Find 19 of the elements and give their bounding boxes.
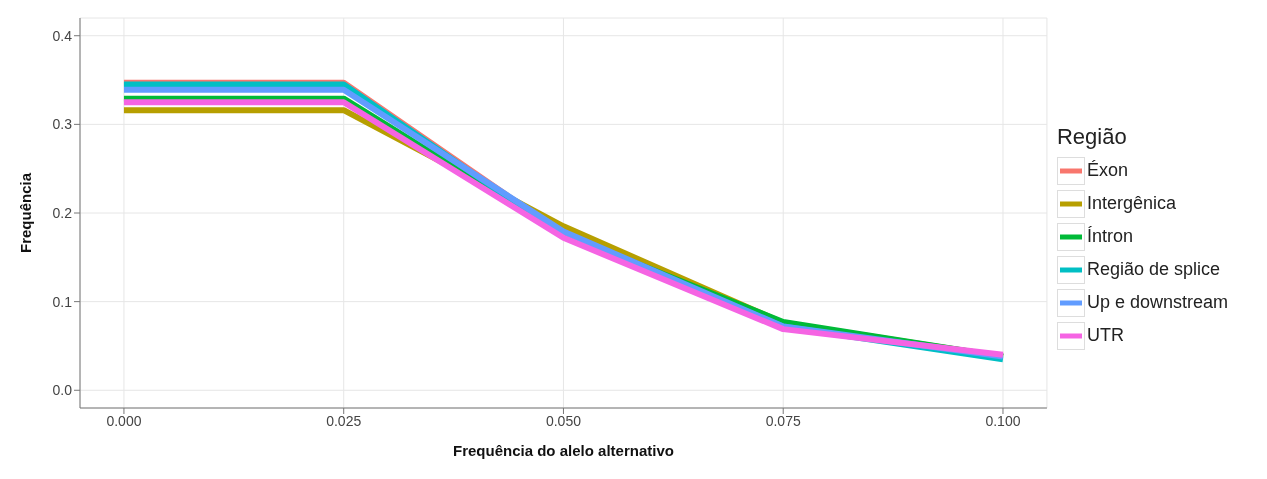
x-tick-label: 0.075: [765, 412, 801, 429]
legend-title: Região: [1056, 124, 1128, 150]
x-tick-label: 0.100: [985, 412, 1021, 429]
y-tick-label: 0.4: [52, 27, 73, 44]
y-tick-label: 0.0: [52, 382, 73, 399]
legend-label: Íntron: [1086, 226, 1133, 247]
x-axis-title: Frequência do alelo alternativo: [453, 442, 674, 459]
legend-label: Região de splice: [1086, 259, 1221, 280]
legend-label: UTR: [1086, 325, 1124, 346]
x-tick-label: 0.025: [326, 412, 362, 429]
x-tick-label: 0.000: [106, 412, 142, 429]
y-tick-label: 0.2: [52, 204, 73, 221]
legend-label: Éxon: [1086, 160, 1128, 181]
y-tick-label: 0.1: [52, 293, 73, 310]
y-axis-title: Frequência: [17, 172, 35, 254]
x-tick-label: 0.050: [545, 412, 582, 429]
legend-label: Intergênica: [1086, 193, 1176, 214]
legend-label: Up e downstream: [1086, 292, 1228, 313]
y-tick-label: 0.3: [52, 116, 73, 133]
